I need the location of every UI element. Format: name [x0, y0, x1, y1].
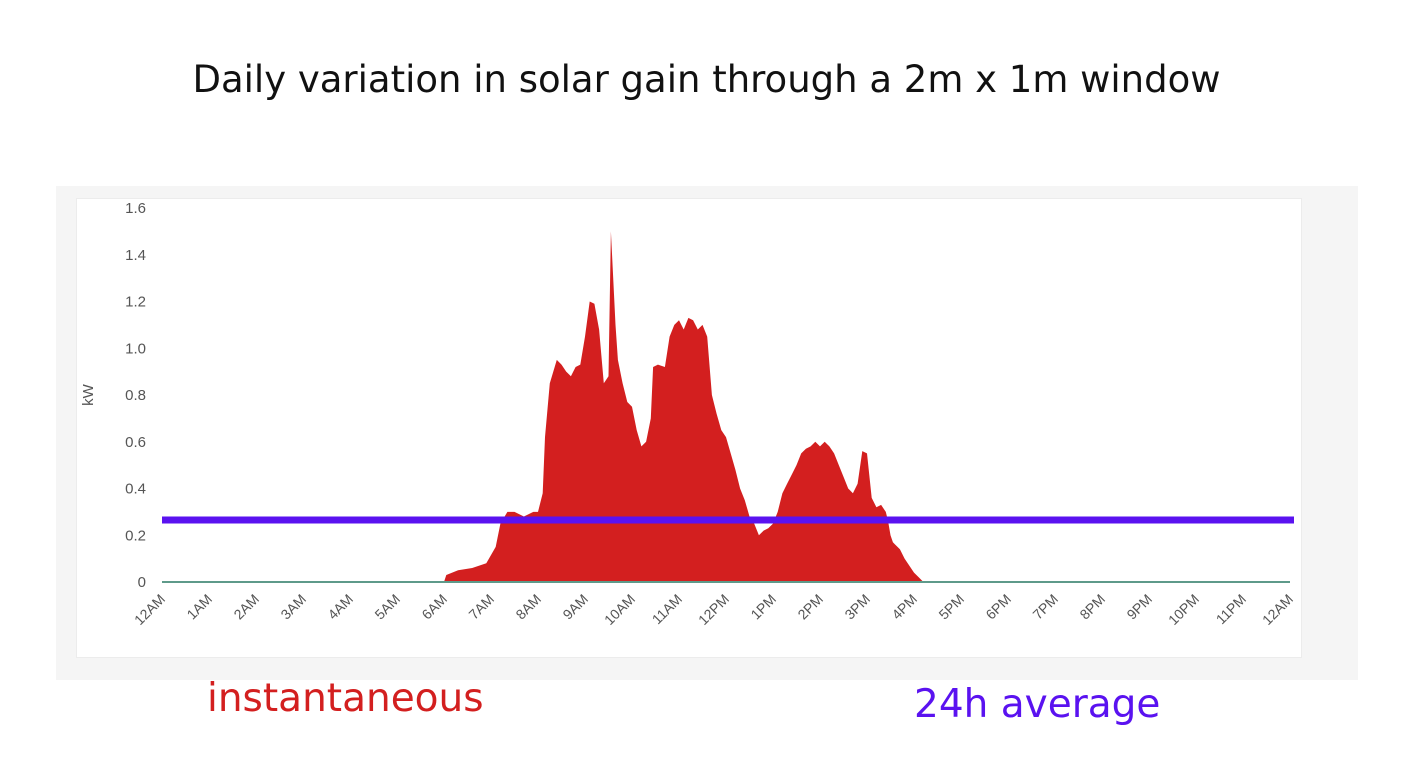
y-tick-label: 1.0 [125, 340, 146, 357]
x-tick-label: 2PM [794, 591, 826, 623]
x-tick-label: 4AM [324, 591, 356, 623]
x-tick-label: 9AM [559, 591, 591, 623]
y-tick-label: 0.8 [125, 387, 146, 404]
x-tick-label: 12AM [131, 591, 168, 628]
y-tick-label: 0.4 [125, 481, 146, 498]
x-tick-label: 5PM [935, 591, 967, 623]
x-tick-label: 12AM [1259, 591, 1296, 628]
x-tick-label: 1PM [747, 591, 779, 623]
y-tick-label: 1.4 [125, 247, 146, 264]
y-tick-label: 0.6 [125, 434, 146, 451]
x-tick-label: 8AM [512, 591, 544, 623]
x-tick-label: 7PM [1029, 591, 1061, 623]
x-tick-label: 11AM [649, 591, 685, 627]
x-tick-label: 5AM [371, 591, 403, 623]
legend-24h-average: 24h average [914, 682, 1161, 727]
legend-instantaneous: instantaneous [207, 676, 484, 721]
y-axis-label: kW [80, 383, 97, 406]
y-tick-label: 0 [138, 574, 146, 591]
y-tick-label: 0.2 [125, 527, 146, 544]
x-tick-label: 1AM [183, 591, 215, 623]
x-tick-label: 6PM [982, 591, 1014, 623]
instantaneous-area [162, 231, 1290, 582]
y-tick-label: 1.6 [125, 200, 146, 217]
x-tick-label: 6AM [418, 591, 450, 623]
y-tick-label: 1.2 [125, 294, 146, 311]
x-tick-label: 12PM [695, 591, 732, 628]
x-tick-label: 3PM [841, 591, 873, 623]
x-tick-label: 11PM [1213, 591, 1249, 627]
x-tick-label: 3AM [277, 591, 309, 623]
chart-title: Daily variation in solar gain through a … [192, 58, 1221, 101]
x-tick-label: 7AM [465, 591, 497, 623]
x-tick-label: 9PM [1123, 591, 1155, 623]
x-tick-label: 10PM [1165, 591, 1202, 628]
x-tick-label: 2AM [230, 591, 262, 623]
x-tick-label: 8PM [1076, 591, 1108, 623]
x-tick-label: 10AM [601, 591, 638, 628]
x-tick-label: 4PM [888, 591, 920, 623]
